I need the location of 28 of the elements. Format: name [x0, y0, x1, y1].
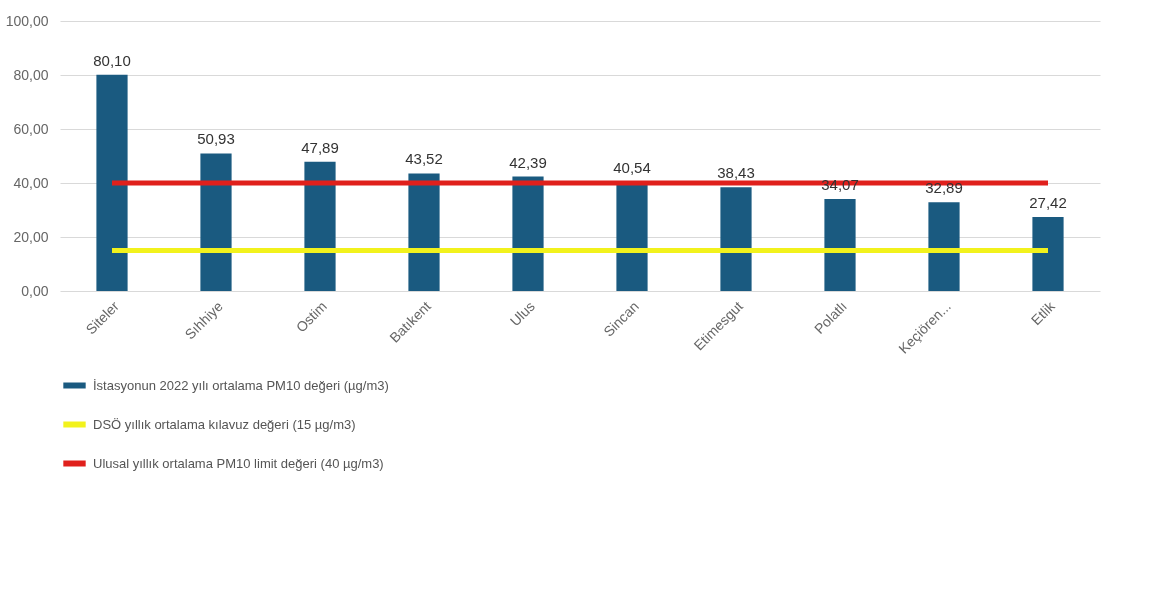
bar: [304, 161, 336, 291]
bar: [928, 202, 960, 291]
x-tick-label: Etlik: [1027, 297, 1059, 329]
bar: [200, 153, 232, 291]
bar: [824, 199, 856, 291]
data-label: 38,43: [717, 164, 755, 182]
data-label: 42,39: [509, 153, 547, 171]
y-tick-label: 0,00: [21, 282, 49, 299]
legend-label: İstasyonun 2022 yılı ortalama PM10 değeri (µg/m3): [93, 377, 389, 393]
y-tick-label: 60,00: [13, 120, 49, 137]
bar: [408, 173, 440, 291]
y-tick-label: 40,00: [13, 174, 49, 191]
y-tick-label: 80,00: [13, 66, 49, 83]
bar: [1032, 216, 1064, 291]
data-label: 80,10: [93, 51, 131, 69]
data-label: 43,52: [405, 150, 443, 168]
y-tick-label: 100,00: [5, 12, 49, 29]
legend-label: DSÖ yıllık ortalama kılavuz değeri (15 µg/m3): [93, 416, 356, 432]
data-label: 50,93: [197, 130, 235, 148]
bar: [720, 187, 752, 291]
bar: [512, 176, 544, 291]
x-tick-label: Ulus: [506, 298, 538, 330]
data-label: 47,89: [301, 138, 339, 156]
y-tick-label: 20,00: [13, 228, 49, 245]
data-label: 40,54: [613, 158, 651, 176]
legend-label: Ulusal yıllık ortalama PM10 limit değeri (40 µg/m3): [93, 455, 384, 471]
data-label: 27,42: [1029, 193, 1067, 211]
bar: [96, 74, 128, 291]
